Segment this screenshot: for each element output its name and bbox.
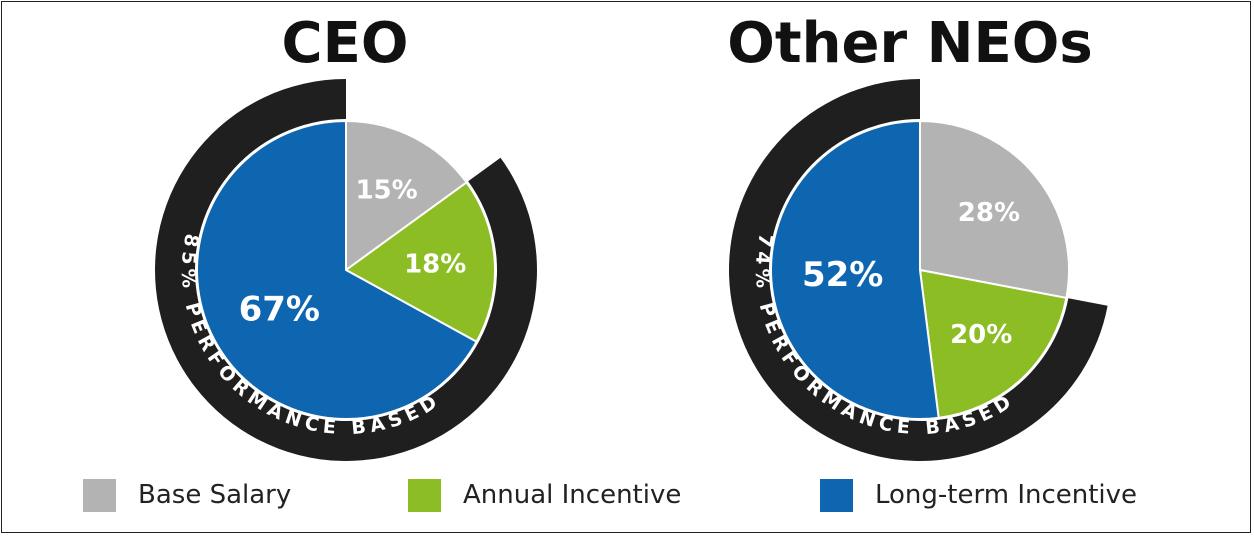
other-neos-slice-label-annual-incentive: 20% — [950, 320, 1012, 350]
other-neos-slice-label-long-term-incentive: 52% — [802, 255, 883, 295]
legend-label-base-salary: Base Salary — [138, 480, 292, 510]
other-neos-slice-base-salary — [919, 120, 1070, 299]
legend-label-annual-incentive: Annual Incentive — [463, 480, 682, 510]
other-neos-chart-title: Other NEOs — [727, 11, 1093, 76]
ceo-slice-label-long-term-incentive: 67% — [239, 289, 320, 329]
legend-item-annual-incentive: Annual Incentive — [408, 476, 681, 514]
other-neos-slice-label-base-salary: 28% — [958, 198, 1020, 228]
legend-swatch-base-salary — [83, 478, 116, 512]
ceo-slice-base-salary — [345, 120, 468, 271]
ceo-slice-label-base-salary: 15% — [355, 175, 417, 205]
legend-swatch-annual-incentive — [408, 478, 441, 512]
other-neos-slice-long-term-incentive — [770, 120, 940, 420]
ceo-chart-title: CEO — [281, 11, 409, 76]
ceo-slice-annual-incentive — [345, 181, 496, 343]
legend-item-base-salary: Base Salary — [83, 476, 291, 514]
ceo-slice-label-annual-incentive: 18% — [404, 249, 466, 279]
ceo-slice-long-term-incentive — [196, 120, 478, 420]
legend-label-long-term-incentive: Long-term Incentive — [875, 480, 1138, 510]
legend-swatch-long-term-incentive — [820, 478, 853, 512]
other-neos-slice-annual-incentive — [919, 269, 1068, 419]
legend-item-long-term-incentive: Long-term Incentive — [820, 476, 1137, 514]
